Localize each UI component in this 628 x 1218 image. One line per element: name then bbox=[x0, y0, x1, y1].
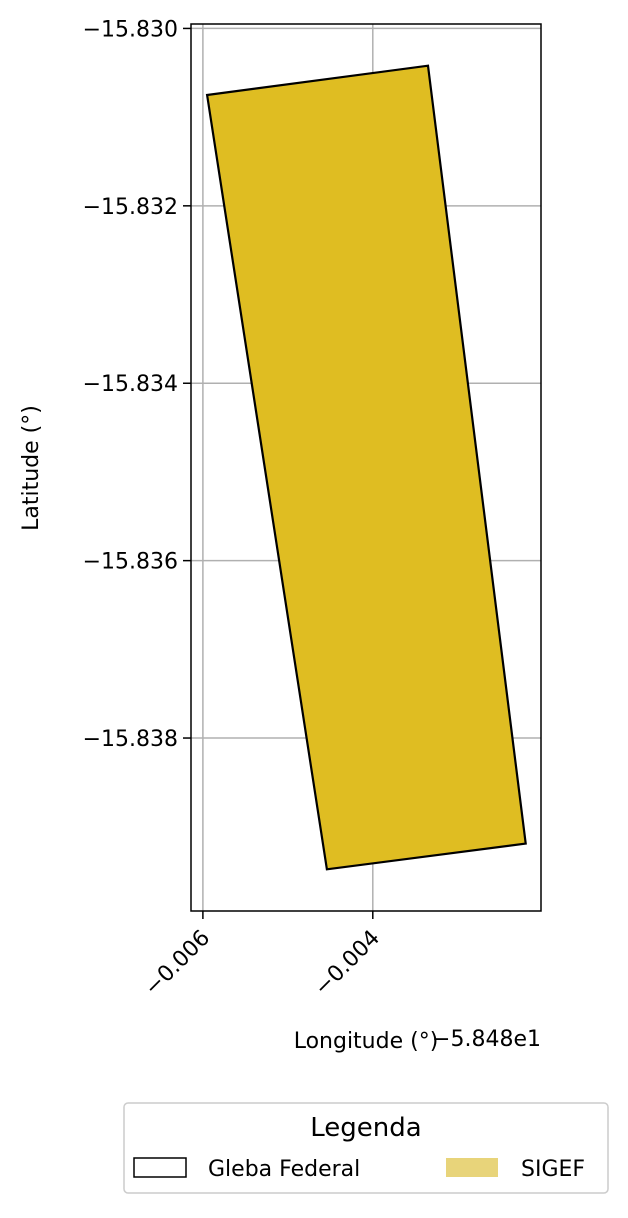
sigef-parcel-polygon bbox=[205, 64, 527, 871]
parcel-layer bbox=[205, 64, 527, 871]
x-tick-label: −0.004 bbox=[310, 926, 385, 1001]
x-offset-text: −5.848e1 bbox=[432, 1027, 541, 1052]
y-tick-label: −15.834 bbox=[83, 372, 178, 397]
y-tick-label: −15.836 bbox=[83, 550, 178, 575]
legend-label-gleba-federal: Gleba Federal bbox=[208, 1157, 360, 1182]
y-ticks: −15.830 −15.832 −15.834 −15.836 −15.838 bbox=[83, 17, 191, 752]
x-ticks: −0.006 −0.004 bbox=[140, 911, 385, 1001]
legend-swatch-gleba-federal bbox=[133, 1157, 187, 1178]
y-tick-label: −15.830 bbox=[83, 17, 178, 42]
y-axis-label: Latitude (°) bbox=[19, 405, 44, 531]
y-tick-label: −15.832 bbox=[83, 195, 178, 220]
x-axis-label: Longitude (°) bbox=[294, 1029, 439, 1054]
axes-frame bbox=[190, 23, 542, 912]
legend-label-sigef: SIGEF bbox=[521, 1157, 585, 1182]
legend-swatch-sigef bbox=[446, 1158, 498, 1177]
legend: Legenda Gleba Federal SIGEF bbox=[123, 1102, 609, 1194]
x-tick-label: −0.006 bbox=[140, 926, 215, 1001]
y-tick-label: −15.838 bbox=[83, 727, 178, 752]
legend-title: Legenda bbox=[310, 1113, 421, 1143]
